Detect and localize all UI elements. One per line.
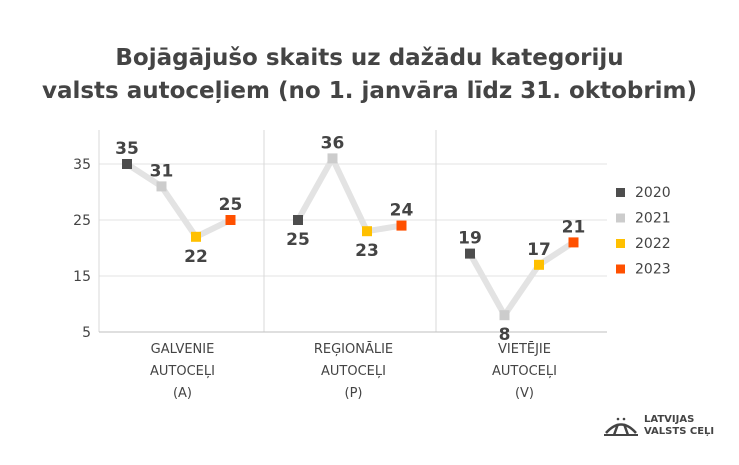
data-label: 25 [286, 230, 310, 250]
data-label: 21 [562, 217, 586, 237]
data-label: 25 [219, 195, 243, 215]
data-point-2023 [396, 220, 407, 231]
legend-marker-2022 [616, 239, 625, 248]
title-line-2: valsts autoceļiem (no 1. janvāra līdz 31… [41, 78, 698, 104]
title-line-1: Bojāgājušo skaits uz dažādu kategoriju [115, 45, 624, 71]
data-point-2021 [327, 153, 338, 164]
legend-marker-2020 [616, 188, 625, 197]
data-point-2021 [499, 310, 510, 321]
data-point-2020 [122, 159, 132, 169]
x-tick-label: (P) [345, 386, 363, 401]
series-line [295, 155, 402, 235]
series-line [467, 239, 576, 319]
x-tick-label: AUTOCEĻI [150, 364, 215, 379]
data-label: 36 [321, 133, 345, 153]
data-label: 22 [184, 247, 208, 267]
x-tick-label: VIETĒJIE [498, 342, 551, 357]
data-point-2023 [225, 215, 236, 225]
y-tick-label: 25 [73, 213, 91, 229]
data-label: 31 [150, 161, 174, 181]
data-point-2023 [568, 237, 579, 248]
data-point-2022 [191, 231, 201, 242]
y-tick-label: 15 [73, 269, 91, 285]
data-label: 23 [355, 241, 379, 261]
data-label: 8 [499, 325, 511, 345]
y-tick-label: 5 [82, 325, 91, 341]
data-point-2020 [293, 215, 303, 225]
data-label: 35 [115, 139, 139, 159]
chart-title: Bojāgājušo skaits uz dažādu kategoriju v… [0, 42, 739, 108]
data-point-2022 [534, 259, 544, 270]
logo: LATVIJAS VALSTS CEĻI [604, 414, 714, 438]
series-line [125, 161, 232, 240]
legend-marker-2023 [616, 264, 625, 274]
logo-text-2: VALSTS CEĻI [644, 426, 715, 437]
data-label: 24 [390, 201, 414, 221]
x-tick-label: (A) [173, 386, 192, 401]
legend-label: 2023 [635, 262, 671, 278]
legend-label: 2020 [635, 185, 671, 201]
data-label: 17 [527, 240, 551, 260]
x-tick-label: AUTOCEĻI [321, 364, 386, 379]
legend-label: 2021 [635, 211, 671, 227]
legend-label: 2022 [635, 236, 671, 252]
x-tick-label: (V) [515, 386, 534, 401]
x-tick-label: REĢIONĀLIE [314, 342, 393, 357]
data-point-2021 [156, 181, 167, 192]
x-tick-label: GALVENIE [151, 342, 215, 357]
x-tick-label: AUTOCEĻI [492, 364, 557, 379]
data-point-2020 [465, 248, 475, 259]
y-tick-label: 35 [73, 157, 91, 173]
legend-marker-2021 [616, 213, 625, 223]
logo-icon [604, 417, 638, 436]
logo-text-1: LATVIJAS [644, 414, 695, 425]
data-point-2022 [362, 226, 372, 237]
data-label: 19 [458, 229, 482, 249]
